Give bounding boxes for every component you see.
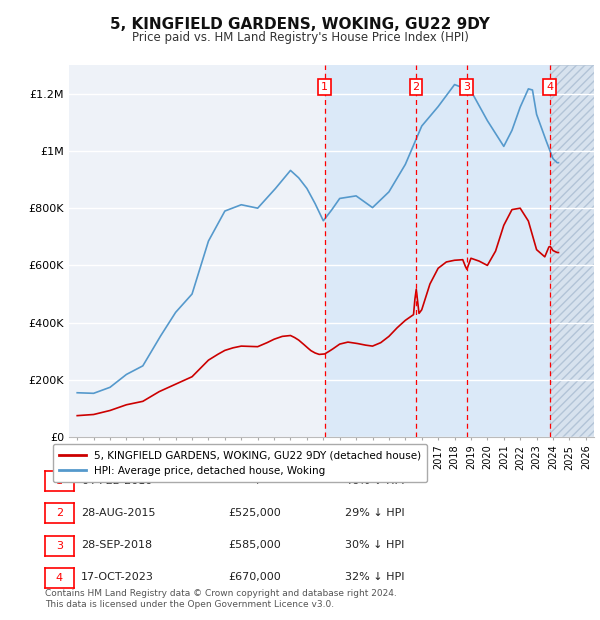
Text: 3: 3 — [463, 82, 470, 92]
Text: 3: 3 — [56, 541, 63, 551]
Bar — [467, 65, 550, 437]
Text: 17-OCT-2023: 17-OCT-2023 — [81, 572, 154, 582]
Text: £525,000: £525,000 — [228, 508, 281, 518]
Text: Price paid vs. HM Land Registry's House Price Index (HPI): Price paid vs. HM Land Registry's House … — [131, 31, 469, 44]
Text: £670,000: £670,000 — [228, 572, 281, 582]
Bar — [416, 65, 467, 437]
Text: 28-AUG-2015: 28-AUG-2015 — [81, 508, 155, 518]
Text: 2: 2 — [56, 508, 63, 518]
Bar — [550, 65, 594, 437]
Text: 1: 1 — [321, 82, 328, 92]
Text: 32% ↓ HPI: 32% ↓ HPI — [345, 572, 404, 582]
Text: 4: 4 — [56, 573, 63, 583]
Text: 2: 2 — [412, 82, 419, 92]
Text: 4: 4 — [546, 82, 553, 92]
Text: 28-SEP-2018: 28-SEP-2018 — [81, 540, 152, 550]
Text: 1: 1 — [56, 476, 63, 486]
Legend: 5, KINGFIELD GARDENS, WOKING, GU22 9DY (detached house), HPI: Average price, det: 5, KINGFIELD GARDENS, WOKING, GU22 9DY (… — [53, 444, 427, 482]
Text: £290,600: £290,600 — [228, 476, 281, 485]
Bar — [325, 65, 416, 437]
Text: 46% ↓ HPI: 46% ↓ HPI — [345, 476, 404, 485]
Text: £585,000: £585,000 — [228, 540, 281, 550]
Text: Contains HM Land Registry data © Crown copyright and database right 2024.
This d: Contains HM Land Registry data © Crown c… — [45, 590, 397, 609]
Text: 5, KINGFIELD GARDENS, WOKING, GU22 9DY: 5, KINGFIELD GARDENS, WOKING, GU22 9DY — [110, 17, 490, 32]
Text: 30% ↓ HPI: 30% ↓ HPI — [345, 540, 404, 550]
Text: 29% ↓ HPI: 29% ↓ HPI — [345, 508, 404, 518]
Text: 04-FEB-2010: 04-FEB-2010 — [81, 476, 152, 485]
